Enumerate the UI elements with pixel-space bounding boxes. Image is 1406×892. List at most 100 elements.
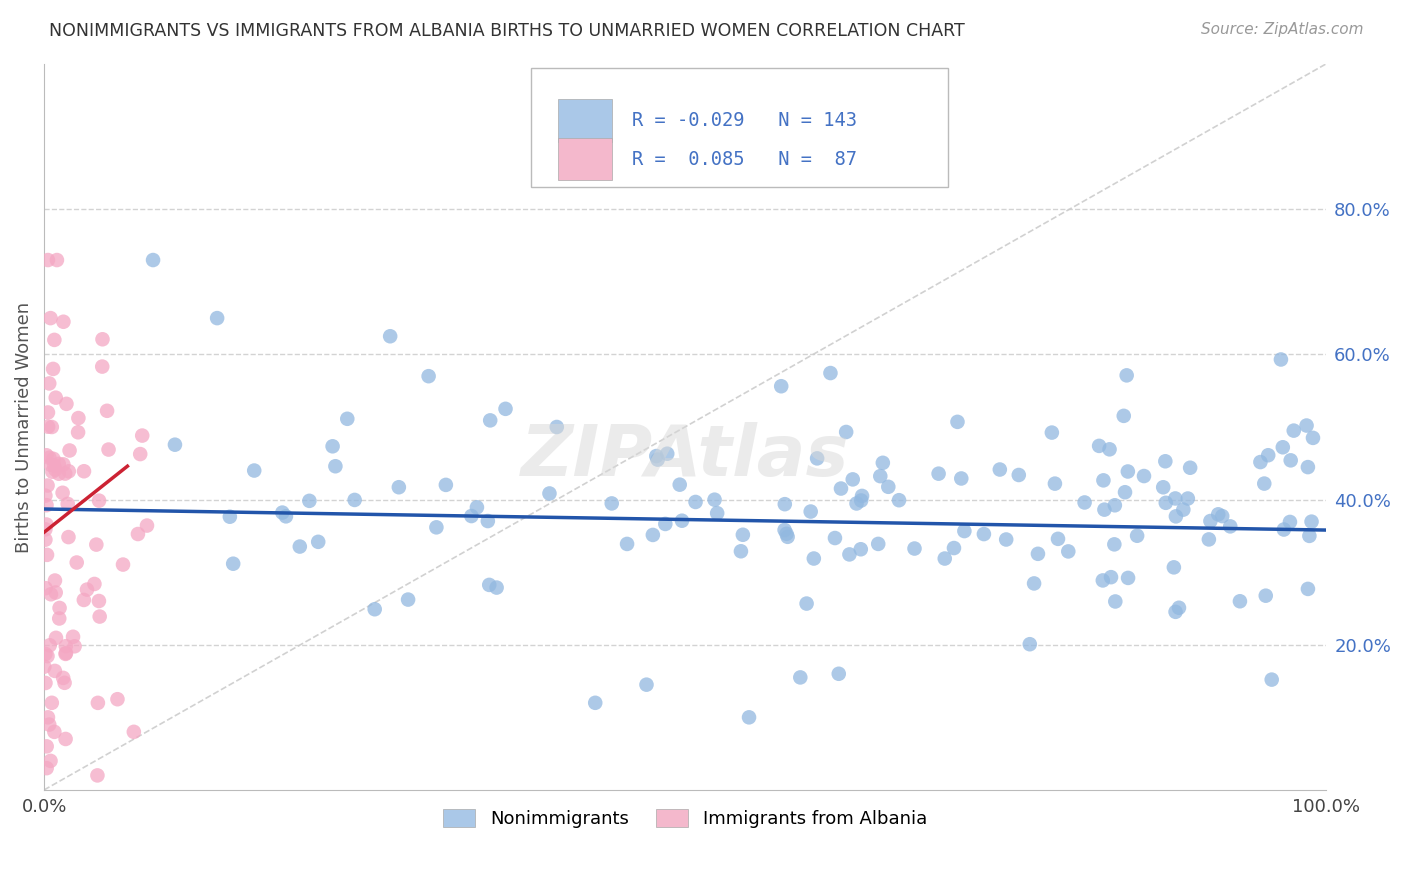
Point xyxy=(418,369,440,384)
Point xyxy=(396,592,419,607)
Y-axis label: Births to Unmarried Women: Births to Unmarried Women xyxy=(15,301,32,552)
Point xyxy=(1301,515,1323,529)
Point xyxy=(928,467,950,481)
Point xyxy=(868,537,890,551)
Point xyxy=(942,541,965,555)
Point xyxy=(1104,498,1126,512)
Point xyxy=(336,412,359,426)
Point xyxy=(806,451,828,466)
Point xyxy=(803,551,825,566)
Point xyxy=(35,448,58,462)
Point xyxy=(706,506,728,520)
Point xyxy=(636,678,658,692)
Point xyxy=(1177,491,1199,506)
Point xyxy=(63,640,86,654)
Point xyxy=(869,469,891,483)
Point xyxy=(44,574,66,588)
Point xyxy=(773,497,796,511)
Point xyxy=(73,593,96,607)
Point xyxy=(129,447,152,461)
Point xyxy=(87,493,110,508)
Point xyxy=(1115,368,1137,383)
Point xyxy=(35,739,58,754)
Point xyxy=(647,452,669,467)
Point xyxy=(773,523,796,537)
Point xyxy=(838,548,860,562)
Point xyxy=(477,514,499,528)
Point xyxy=(48,457,70,471)
Point xyxy=(657,447,679,461)
Point xyxy=(66,556,89,570)
Point xyxy=(1154,454,1177,468)
Point xyxy=(127,527,149,541)
Point xyxy=(1257,448,1279,462)
Point xyxy=(820,366,842,380)
Point xyxy=(89,609,111,624)
Point xyxy=(38,717,60,731)
Point xyxy=(1116,465,1139,479)
Point xyxy=(62,630,84,644)
Point xyxy=(41,420,63,434)
Point xyxy=(87,696,110,710)
Point xyxy=(1168,600,1191,615)
Point xyxy=(37,405,59,419)
Point xyxy=(48,611,70,625)
Point xyxy=(288,540,311,554)
Point xyxy=(48,601,70,615)
Point xyxy=(96,404,118,418)
Point xyxy=(34,676,56,690)
Point xyxy=(934,551,956,566)
Point xyxy=(973,527,995,541)
Point xyxy=(1099,570,1122,584)
Point xyxy=(37,478,59,492)
Point xyxy=(205,311,228,326)
Point xyxy=(616,537,638,551)
Point xyxy=(52,315,75,329)
Point xyxy=(67,425,90,440)
Point xyxy=(1164,509,1187,524)
Point xyxy=(685,495,707,509)
Point xyxy=(1091,574,1114,588)
Point xyxy=(35,498,58,512)
Point xyxy=(271,506,294,520)
Point xyxy=(828,666,851,681)
Point xyxy=(538,486,561,500)
Point xyxy=(995,533,1018,547)
Point xyxy=(775,526,797,541)
Point xyxy=(776,530,799,544)
Point xyxy=(378,329,401,343)
Point xyxy=(45,631,67,645)
Point xyxy=(37,419,59,434)
Point xyxy=(1094,502,1116,516)
Point xyxy=(1272,523,1295,537)
Point xyxy=(872,456,894,470)
Point xyxy=(1173,502,1195,516)
Point xyxy=(44,724,66,739)
Point xyxy=(86,538,108,552)
Point xyxy=(953,524,976,538)
Point xyxy=(53,675,76,690)
Point xyxy=(76,582,98,597)
Point xyxy=(274,509,297,524)
Point xyxy=(218,509,240,524)
Point xyxy=(600,496,623,510)
Point xyxy=(55,397,77,411)
Point xyxy=(55,646,77,660)
Point xyxy=(41,696,63,710)
Point xyxy=(38,450,60,465)
Point xyxy=(34,489,56,503)
Point xyxy=(495,401,517,416)
Point xyxy=(38,638,60,652)
Point xyxy=(1152,480,1174,494)
Point xyxy=(1164,491,1187,506)
Point xyxy=(1088,439,1111,453)
Point xyxy=(364,602,387,616)
Point xyxy=(91,359,114,374)
Point xyxy=(44,333,66,347)
Point xyxy=(465,500,488,515)
Point xyxy=(1249,455,1271,469)
Text: NONIMMIGRANTS VS IMMIGRANTS FROM ALBANIA BIRTHS TO UNMARRIED WOMEN CORRELATION C: NONIMMIGRANTS VS IMMIGRANTS FROM ALBANIA… xyxy=(49,22,965,40)
Point xyxy=(1278,515,1301,529)
Point xyxy=(58,464,80,478)
Point xyxy=(845,496,868,510)
